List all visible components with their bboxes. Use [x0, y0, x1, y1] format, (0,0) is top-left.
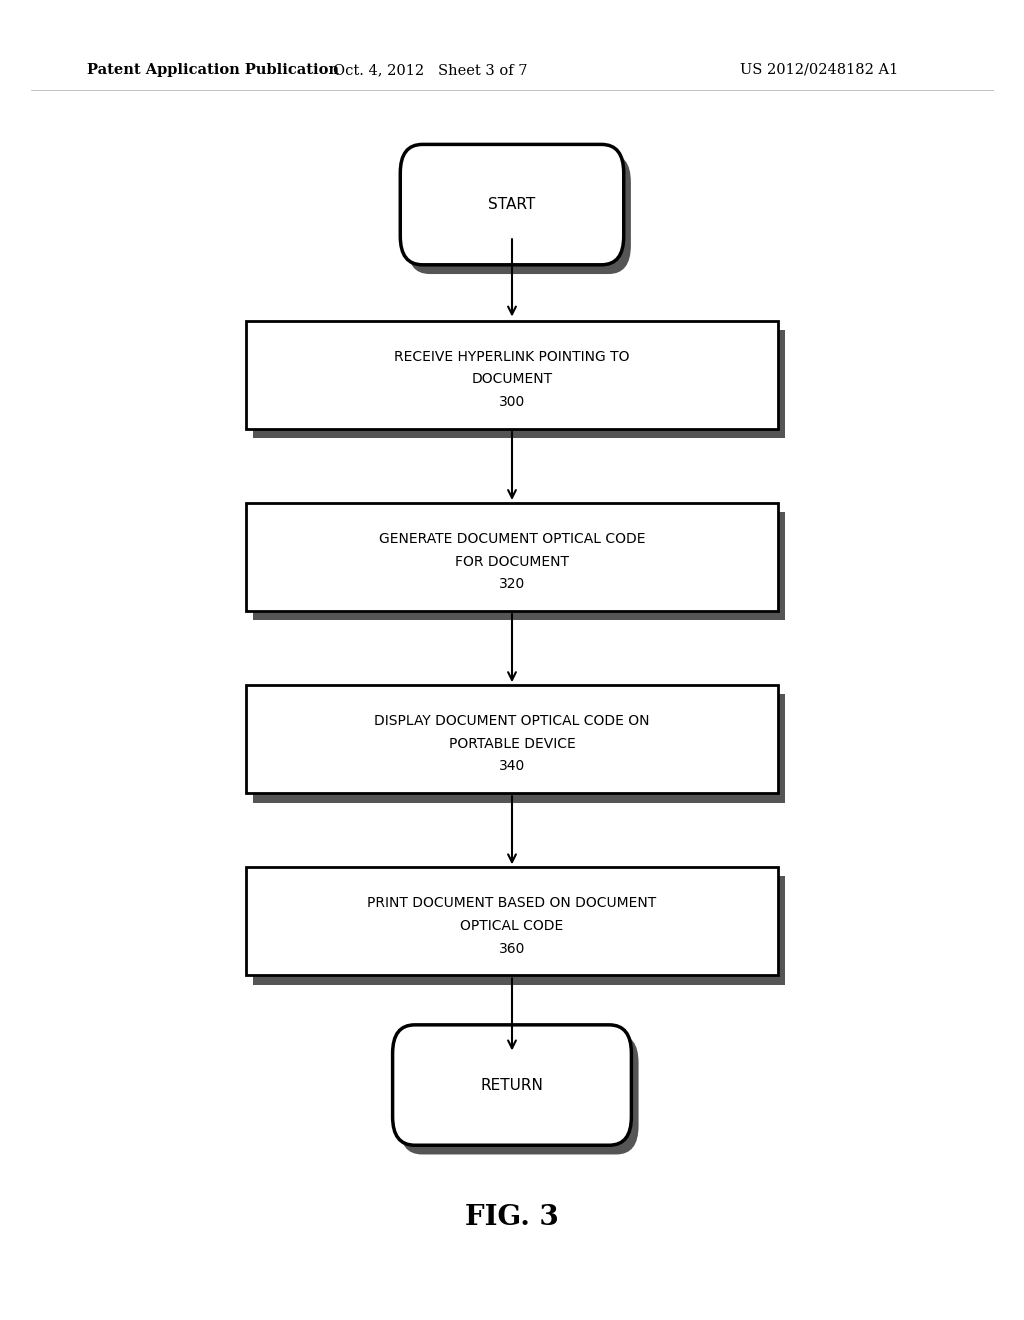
Bar — [246, 685, 778, 793]
Bar — [253, 512, 785, 620]
Text: 320: 320 — [499, 577, 525, 591]
Text: FIG. 3: FIG. 3 — [465, 1204, 559, 1230]
Text: RECEIVE HYPERLINK POINTING TO: RECEIVE HYPERLINK POINTING TO — [394, 350, 630, 364]
FancyBboxPatch shape — [408, 153, 631, 275]
Text: FOR DOCUMENT: FOR DOCUMENT — [455, 554, 569, 569]
Text: PORTABLE DEVICE: PORTABLE DEVICE — [449, 737, 575, 751]
Bar — [246, 503, 778, 611]
Text: PRINT DOCUMENT BASED ON DOCUMENT: PRINT DOCUMENT BASED ON DOCUMENT — [368, 896, 656, 911]
Bar — [253, 876, 785, 985]
FancyBboxPatch shape — [400, 144, 624, 265]
FancyBboxPatch shape — [392, 1024, 632, 1146]
Text: RETURN: RETURN — [480, 1077, 544, 1093]
Bar — [253, 694, 785, 803]
Text: START: START — [488, 197, 536, 213]
Text: GENERATE DOCUMENT OPTICAL CODE: GENERATE DOCUMENT OPTICAL CODE — [379, 532, 645, 546]
Text: Oct. 4, 2012   Sheet 3 of 7: Oct. 4, 2012 Sheet 3 of 7 — [333, 63, 527, 77]
FancyBboxPatch shape — [399, 1034, 639, 1155]
Text: 360: 360 — [499, 941, 525, 956]
Text: DISPLAY DOCUMENT OPTICAL CODE ON: DISPLAY DOCUMENT OPTICAL CODE ON — [374, 714, 650, 729]
Text: 300: 300 — [499, 395, 525, 409]
Bar — [253, 330, 785, 438]
Text: OPTICAL CODE: OPTICAL CODE — [461, 919, 563, 933]
Text: Patent Application Publication: Patent Application Publication — [87, 63, 339, 77]
Text: US 2012/0248182 A1: US 2012/0248182 A1 — [740, 63, 898, 77]
Text: DOCUMENT: DOCUMENT — [471, 372, 553, 387]
Bar — [246, 321, 778, 429]
Bar — [246, 867, 778, 975]
Text: 340: 340 — [499, 759, 525, 774]
